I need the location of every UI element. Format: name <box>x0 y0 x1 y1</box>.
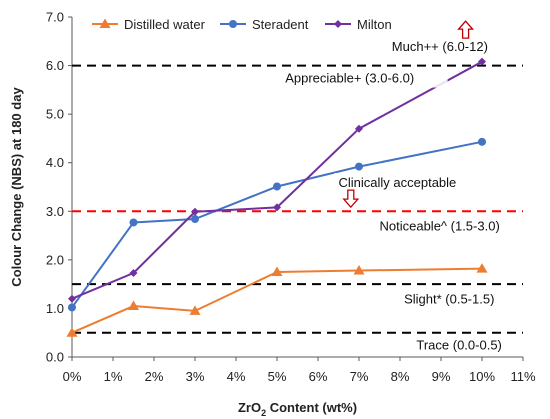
band-annotation: Much++ (6.0-12) <box>392 39 488 54</box>
x-tick-label: 6% <box>309 369 328 384</box>
steradent-point <box>129 218 138 227</box>
milton-point <box>129 268 138 277</box>
annotation-backdrop <box>281 68 448 88</box>
legend-marker-milton <box>334 20 342 28</box>
x-tick-label: 5% <box>268 369 287 384</box>
x-tick-label: 2% <box>145 369 164 384</box>
x-tick-label: 0% <box>63 369 82 384</box>
x-tick-label: 8% <box>391 369 410 384</box>
x-tick-label: 10% <box>469 369 495 384</box>
milton-point <box>478 57 486 66</box>
annotations: Much++ (6.0-12) Appreciable+ (3.0-6.0) Cli… <box>281 20 535 355</box>
distilled-water-point <box>353 265 365 275</box>
band-annotation: Slight* (0.5-1.5) <box>404 292 494 307</box>
distilled-water-point <box>271 266 283 276</box>
x-tick-label: 7% <box>350 369 369 384</box>
legend-marker-steradent <box>229 20 237 28</box>
distilled-water-point <box>189 305 201 315</box>
y-tick-label: 4.0 <box>46 155 64 170</box>
band-annotation: Trace (0.0-0.5) <box>416 338 502 353</box>
distilled-water-point <box>476 263 488 273</box>
milton-point <box>68 294 76 303</box>
annotation-backdrop <box>400 289 531 309</box>
reference-lines <box>72 64 523 334</box>
series-distilled-water <box>66 263 488 337</box>
distilled-water-point <box>66 327 78 337</box>
arrow-down-icon <box>342 189 360 209</box>
steradent-line <box>71 140 483 309</box>
x-tick-label: 1% <box>104 369 123 384</box>
band-annotation: Appreciable+ (3.0-6.0) <box>285 71 414 86</box>
steradent-point <box>478 137 486 146</box>
legend-label-milton: Milton <box>357 17 392 32</box>
milton-point <box>355 124 363 133</box>
data-series <box>66 57 488 337</box>
y-tick-label: 6.0 <box>46 58 64 73</box>
x-axis-title: ZrO2 Content (wt%) <box>238 400 357 418</box>
y-tick-label: 3.0 <box>46 204 64 219</box>
axes: 0.0 1.0 2.0 3.0 4.0 5.0 6.0 7.0 0% 1% 2% 3% 4% 5% 6% 7%… <box>46 10 536 385</box>
x-tick-label: 3% <box>186 369 205 384</box>
y-tick-label: 2.0 <box>46 252 64 267</box>
distilled-water-point <box>128 300 139 310</box>
steradent-point <box>68 303 76 312</box>
steradent-point <box>191 215 199 224</box>
y-tick-label: 5.0 <box>46 107 64 122</box>
y-tick-label: 7.0 <box>46 10 64 25</box>
legend-marker-distilled-water <box>99 18 111 28</box>
series-milton <box>68 57 486 303</box>
band-annotation: Noticeable^ (1.5-3.0) <box>380 219 500 234</box>
y-axis-title: Colour Change (NBS) at 180 day <box>9 87 24 287</box>
legend-label-steradent: Steradent <box>252 17 309 32</box>
milton-line <box>71 60 483 300</box>
arrow-up-icon <box>457 20 475 39</box>
annotation-backdrop <box>387 37 504 56</box>
series-steradent <box>68 137 486 312</box>
annotation-backdrop <box>412 335 529 355</box>
y-tick-label: 1.0 <box>46 301 64 316</box>
steradent-point <box>355 162 363 171</box>
legend: Distilled water Steradent Milton <box>92 17 392 32</box>
milton-point <box>273 203 281 212</box>
annotation-backdrop <box>375 216 535 236</box>
band-annotation: Clinically acceptable <box>339 175 457 190</box>
distilled-water-line <box>71 267 483 334</box>
x-tick-label: 9% <box>432 369 451 384</box>
legend-label-distilled-water: Distilled water <box>124 17 206 32</box>
x-tick-label: 4% <box>227 369 246 384</box>
axis-titles: ZrO2 Content (wt%) Colour Change (NBS) at… <box>9 87 357 418</box>
annotation-backdrop <box>334 173 494 192</box>
x-tick-label: 11% <box>510 369 535 384</box>
steradent-point <box>273 182 281 191</box>
y-tick-label: 0.0 <box>46 350 64 365</box>
milton-point <box>191 207 199 216</box>
